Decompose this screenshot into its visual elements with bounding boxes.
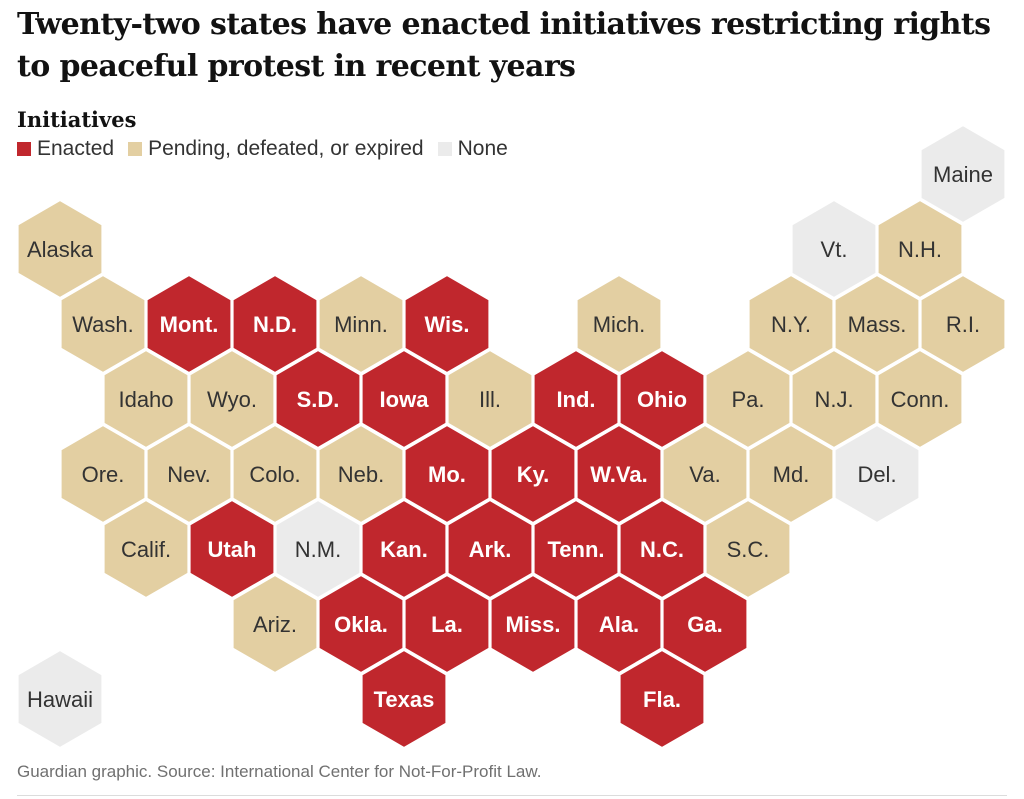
legend-title: Initiatives (17, 107, 137, 132)
state-label-n-d: N.D. (253, 312, 297, 337)
state-label-pa: Pa. (731, 387, 764, 412)
state-label-n-h: N.H. (898, 237, 942, 262)
state-tile-wis: Wis. (402, 272, 492, 376)
state-label-vt: Vt. (821, 237, 848, 262)
state-label-md: Md. (773, 462, 810, 487)
state-label-n-c: N.C. (640, 537, 684, 562)
state-label-r-i: R.I. (946, 312, 980, 337)
state-label-n-y: N.Y. (771, 312, 811, 337)
state-label-mass: Mass. (848, 312, 907, 337)
state-label-nev: Nev. (167, 462, 211, 487)
state-label-ga: Ga. (687, 612, 722, 637)
state-label-calif: Calif. (121, 537, 171, 562)
legend-swatch-enacted (17, 142, 31, 156)
state-label-n-m: N.M. (295, 537, 341, 562)
legend-item-none: None (437, 137, 508, 161)
state-tile-s-c: S.C. (703, 497, 793, 601)
state-tile-n-d: N.D. (230, 272, 320, 376)
state-label-iowa: Iowa (380, 387, 430, 412)
state-tile-miss: Miss. (488, 572, 578, 676)
state-label-ohio: Ohio (637, 387, 687, 412)
state-label-maine: Maine (933, 162, 993, 187)
bottom-divider (17, 795, 1007, 796)
chart-title: Twenty-two states have enacted initiativ… (17, 7, 991, 84)
state-label-wis: Wis. (424, 312, 469, 337)
state-label-colo: Colo. (249, 462, 300, 487)
state-label-okla: Okla. (334, 612, 388, 637)
state-tile-okla: Okla. (316, 572, 406, 676)
state-label-utah: Utah (208, 537, 257, 562)
legend: Enacted Pending, defeated, or expired No… (17, 137, 522, 161)
state-tile-conn: Conn. (875, 347, 965, 451)
state-label-minn: Minn. (334, 312, 388, 337)
state-label-mich: Mich. (593, 312, 646, 337)
state-tile-r-i: R.I. (918, 272, 1008, 376)
state-label-conn: Conn. (891, 387, 950, 412)
legend-label-none: None (457, 137, 508, 160)
state-tile-s-d: S.D. (273, 347, 363, 451)
legend-item-enacted: Enacted (17, 137, 114, 161)
hex-tile-map: Maine Vt. N.H. Alaska Wash. Mont. N.D. Minn. Wis… (15, 122, 1008, 751)
state-tile-del: Del. (832, 422, 922, 526)
state-label-s-c: S.C. (727, 537, 770, 562)
legend-label-pending: Pending, defeated, or expired (148, 137, 424, 160)
state-label-ala: Ala. (599, 612, 639, 637)
state-tile-nev: Nev. (144, 422, 234, 526)
state-tile-ohio: Ohio (617, 347, 707, 451)
state-label-kan: Kan. (380, 537, 428, 562)
state-label-tenn: Tenn. (547, 537, 604, 562)
state-label-ore: Ore. (82, 462, 125, 487)
state-label-alaska: Alaska (27, 237, 94, 262)
legend-swatch-none (437, 142, 452, 156)
state-label-idaho: Idaho (118, 387, 173, 412)
state-tile-fla: Fla. (617, 647, 707, 751)
state-hex-fla (617, 647, 707, 751)
state-tile-wash: Wash. (58, 272, 148, 376)
state-tile-hawaii: Hawaii (15, 647, 105, 751)
state-tile-maine: Maine (918, 122, 1008, 226)
state-tile-la: La. (402, 572, 492, 676)
state-label-mont: Mont. (160, 312, 219, 337)
legend-swatch-pending (128, 142, 143, 156)
legend-label-enacted: Enacted (37, 137, 115, 160)
state-label-neb: Neb. (338, 462, 384, 487)
state-label-s-d: S.D. (297, 387, 340, 412)
state-label-n-j: N.J. (814, 387, 853, 412)
state-tile-utah: Utah (187, 497, 277, 601)
state-tile-ala: Ala. (574, 572, 664, 676)
state-label-w-va: W.Va. (590, 462, 647, 487)
state-tile-ore: Ore. (58, 422, 148, 526)
state-hex-hawaii (15, 647, 105, 751)
source-note: Guardian graphic. Source: International … (17, 762, 542, 781)
state-tile-alaska: Alaska (15, 197, 105, 301)
state-label-va: Va. (689, 462, 720, 487)
state-label-mo: Mo. (428, 462, 466, 487)
legend-item-pending: Pending, defeated, or expired (128, 137, 424, 161)
state-label-texas: Texas (374, 687, 435, 712)
state-label-miss: Miss. (505, 612, 560, 637)
state-label-ill: Ill. (479, 387, 501, 412)
state-tile-neb: Neb. (316, 422, 406, 526)
state-label-fla: Fla. (643, 687, 681, 712)
state-label-wyo: Wyo. (207, 387, 257, 412)
state-label-del: Del. (857, 462, 896, 487)
state-hex-del (832, 422, 922, 526)
state-label-hawaii: Hawaii (27, 687, 93, 712)
state-label-ark: Ark. (469, 537, 512, 562)
state-label-ariz: Ariz. (253, 612, 297, 637)
state-label-wash: Wash. (72, 312, 134, 337)
state-label-la: La. (431, 612, 463, 637)
state-label-ind: Ind. (556, 387, 595, 412)
state-tile-texas: Texas (359, 647, 449, 751)
state-label-ky: Ky. (517, 462, 550, 487)
state-hex-texas (359, 647, 449, 751)
